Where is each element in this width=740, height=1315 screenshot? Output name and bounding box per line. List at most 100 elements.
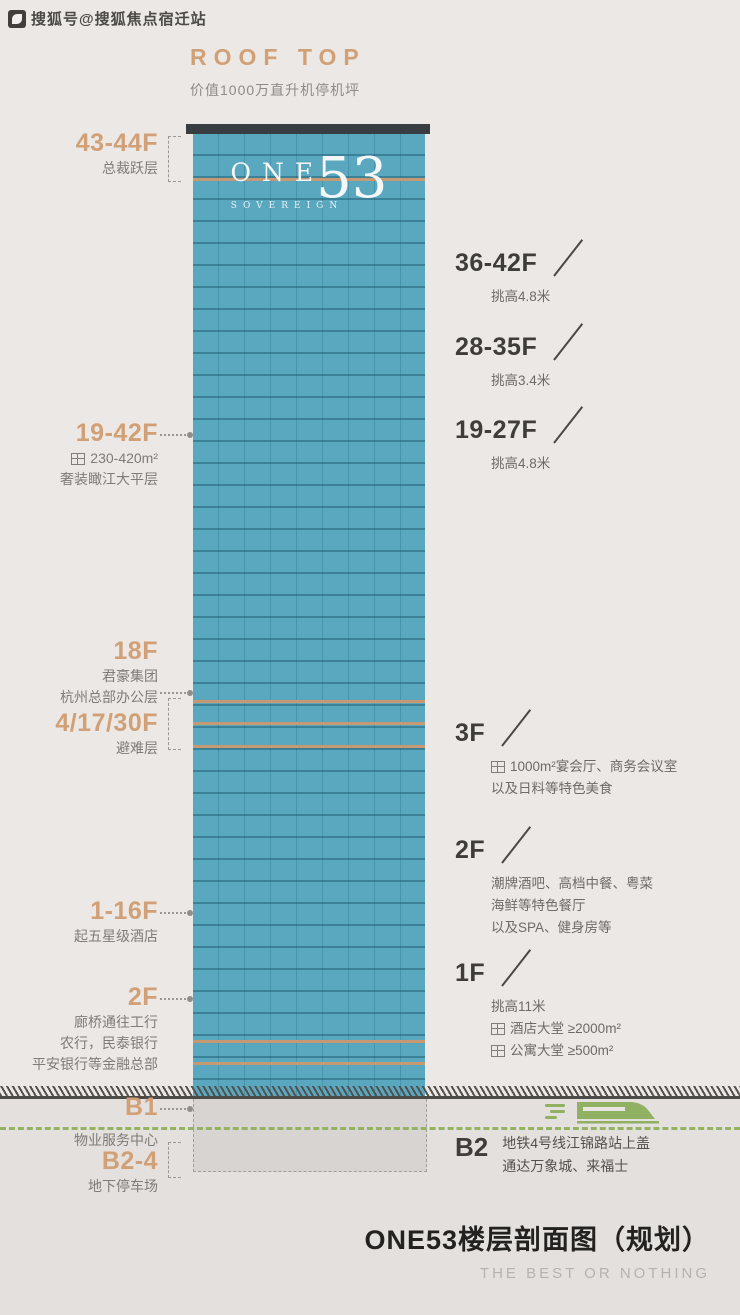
metro-station-label: B2 地铁4号线江锦路站上盖 通达万象城、来福士 (455, 1132, 650, 1178)
diagonal-tick (553, 323, 584, 361)
floor-desc-line: 地下停车场 (88, 1178, 158, 1194)
diagonal-tick (553, 239, 584, 277)
right-label-36-42f: 36-42F 挑高4.8米 (455, 239, 584, 308)
floor-desc-line: 以及SPA、健身房等 (491, 920, 612, 935)
floor-number: 19-42F (75, 419, 158, 447)
sohu-logo-icon (8, 9, 26, 28)
floor-desc-line: 平安银行等金融总部 (32, 1056, 158, 1072)
floor-desc-line: 挑高3.4米 (491, 373, 551, 388)
right-label-28-35f: 28-35F 挑高3.4米 (455, 323, 584, 392)
area-icon (491, 1023, 505, 1035)
brand-logo: ONE53 SOVEREIGN (193, 146, 425, 211)
floor-desc-line: 通达万象城、来福士 (502, 1158, 629, 1174)
area-icon (491, 761, 505, 773)
floor-number: 18F (113, 637, 158, 665)
floor-number: 28-35F (455, 333, 538, 361)
floor-desc-line: 挑高4.8米 (491, 289, 551, 304)
rooftop-title: ROOF TOP (190, 44, 366, 70)
left-label-2f: 2F 廊桥通往工行 农行，民泰银行 平安银行等金融总部 (32, 982, 158, 1075)
left-label-b2-4: B2-4 地下停车场 (88, 1146, 158, 1197)
floor-desc-line: 潮牌酒吧、高档中餐、粤菜 (491, 876, 653, 891)
left-label-4-17-30f: 4/17/30F 避难层 (55, 708, 158, 759)
left-label-1-16f: 1-16F 起五星级酒店 (74, 896, 158, 947)
footer: ONE53楼层剖面图（规划） THE BEST OR NOTHING (364, 1218, 710, 1282)
ground-line (0, 1086, 740, 1099)
right-label-2f: 2F 潮牌酒吧、高档中餐、粤菜 海鲜等特色餐厅 以及SPA、健身房等 (455, 826, 653, 939)
floor-number: B2 (455, 1132, 489, 1162)
right-label-1f: 1F 挑高11米 酒店大堂 ≥2000m² 公寓大堂 ≥500m² (455, 949, 621, 1062)
building-tower: ONE53 SOVEREIGN (193, 134, 425, 1096)
rooftop-label: ROOF TOP 价值1000万直升机停机坪 (190, 44, 366, 100)
brand-logo-sovereign: SOVEREIGN (230, 201, 344, 211)
rooftop-subtitle: 价值1000万直升机停机坪 (190, 82, 361, 98)
floor-bracket-43-44f (168, 136, 181, 182)
floor-desc-line: 1000m²宴会厅、商务会议室 (491, 756, 677, 778)
floor-number: 1F (455, 959, 486, 987)
floor-desc-line: 君豪集团 (102, 668, 158, 684)
metro-train-icon (545, 1097, 660, 1132)
leader-line-b1 (160, 1106, 193, 1112)
watermark-text: 搜狐号@搜狐焦点宿迁站 (31, 11, 207, 28)
leader-line-19-42f (160, 432, 193, 438)
brand-logo-row: ONE53 (193, 146, 425, 211)
metro-line (0, 1127, 740, 1130)
floor-desc-line: 海鲜等特色餐厅 (491, 898, 586, 913)
diagonal-tick (501, 826, 532, 864)
diagonal-tick (501, 709, 532, 747)
watermark: 搜狐号@搜狐焦点宿迁站 (8, 8, 207, 29)
floor-number: B1 (125, 1093, 158, 1121)
floor-desc-line: 避难层 (116, 740, 158, 756)
floor-desc-line: 230-420m² (60, 448, 158, 469)
footer-title: ONE53楼层剖面图（规划） (364, 1225, 710, 1255)
left-label-18f: 18F 君豪集团 杭州总部办公层 (60, 636, 158, 708)
area-icon (71, 452, 86, 465)
refuge-floor-line (193, 722, 425, 725)
leader-line-2f (160, 996, 193, 1002)
refuge-floor-line (193, 745, 425, 748)
floor-number: 43-44F (75, 129, 158, 157)
floor-number: 4/17/30F (55, 709, 158, 737)
building-roof-cap (186, 124, 430, 134)
floor-desc-line: 总裁跃层 (102, 160, 158, 176)
floor-desc-line: 农行，民泰银行 (60, 1035, 158, 1051)
floor-desc-line: 以及日料等特色美食 (491, 781, 613, 796)
basement-podium (193, 1099, 427, 1172)
floor-desc-line: 廊桥通往工行 (74, 1014, 158, 1030)
floor-desc-line: 奢装瞰江大平层 (60, 471, 158, 487)
floor-desc-line: 酒店大堂 ≥2000m² (491, 1018, 621, 1040)
refuge-floor-line (193, 178, 425, 181)
floor-number: 2F (455, 836, 486, 864)
floor-number: 2F (127, 983, 158, 1011)
left-label-b1: B1 物业服务中心 (74, 1092, 158, 1151)
floor-desc-line: 挑高11米 (491, 999, 546, 1014)
floor-bracket-b2-4 (168, 1142, 181, 1178)
floor-desc-line: 起五星级酒店 (74, 928, 158, 944)
left-label-19-42f: 19-42F 230-420m² 奢装瞰江大平层 (60, 418, 158, 490)
leader-line-18f (160, 690, 193, 696)
left-label-43-44f: 43-44F 总裁跃层 (76, 128, 158, 179)
floor-number: 36-42F (455, 249, 538, 277)
brand-logo-one: ONE (230, 158, 325, 187)
leader-line-1-16f (160, 910, 193, 916)
floor-desc-line: 地铁4号线江锦路站上盖 (502, 1135, 651, 1151)
refuge-floor-line (193, 700, 425, 703)
floor-number: 19-27F (455, 416, 538, 444)
footer-slogan: THE BEST OR NOTHING (479, 1265, 710, 1282)
floor-desc-line: 物业服务中心 (74, 1132, 158, 1148)
area-icon (491, 1045, 505, 1057)
floor-number: 3F (455, 719, 486, 747)
refuge-floor-line (193, 1062, 425, 1065)
floor-desc-line: 挑高4.8米 (491, 456, 551, 471)
brand-logo-53: 53 (316, 146, 388, 211)
right-label-19-27f: 19-27F 挑高4.8米 (455, 406, 584, 475)
refuge-floor-line (193, 1040, 425, 1043)
floor-desc-line: 公寓大堂 ≥500m² (491, 1040, 621, 1062)
diagonal-tick (553, 406, 584, 444)
floor-number: B2-4 (101, 1147, 158, 1175)
floor-desc-line: 杭州总部办公层 (60, 689, 158, 705)
right-label-3f: 3F 1000m²宴会厅、商务会议室 以及日料等特色美食 (455, 709, 677, 800)
diagonal-tick (501, 949, 532, 987)
floor-number: 1-16F (90, 897, 158, 925)
floor-bracket-refuge (168, 698, 181, 750)
